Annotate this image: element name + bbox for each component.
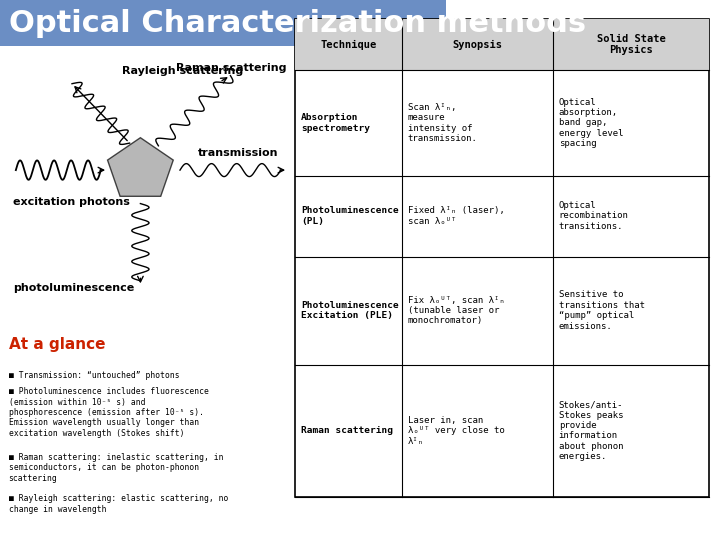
FancyBboxPatch shape xyxy=(295,19,709,497)
Text: Photoluminescence
(PL): Photoluminescence (PL) xyxy=(301,206,399,226)
Text: photoluminescence: photoluminescence xyxy=(13,284,134,294)
Text: ■ Raman scattering: inelastic scattering, in
semiconductors, it can be photon-ph: ■ Raman scattering: inelastic scattering… xyxy=(9,453,223,483)
Text: Fixed λᴵₙ (laser),
scan λₒᵁᵀ: Fixed λᴵₙ (laser), scan λₒᵁᵀ xyxy=(408,206,504,226)
Text: Fix λₒᵁᵀ, scan λᴵₙ
(tunable laser or
monochromator): Fix λₒᵁᵀ, scan λᴵₙ (tunable laser or mon… xyxy=(408,295,504,326)
Text: Synopsis: Synopsis xyxy=(452,39,503,50)
Text: Optical
absorption,
band gap,
energy level
spacing: Optical absorption, band gap, energy lev… xyxy=(559,98,624,148)
Text: transmission: transmission xyxy=(198,148,279,158)
Text: At a glance: At a glance xyxy=(9,338,105,353)
Text: ■ Rayleigh scattering: elastic scattering, no
change in wavelength: ■ Rayleigh scattering: elastic scatterin… xyxy=(9,494,228,514)
Text: Solid State
Physics: Solid State Physics xyxy=(597,33,665,56)
Text: Raman scattering: Raman scattering xyxy=(301,426,393,435)
Text: Laser in, scan
λₒᵁᵀ very close to
λᴵₙ: Laser in, scan λₒᵁᵀ very close to λᴵₙ xyxy=(408,416,504,446)
Text: Raman scattering: Raman scattering xyxy=(176,63,287,73)
Text: Photoluminescence
Excitation (PLE): Photoluminescence Excitation (PLE) xyxy=(301,301,399,320)
Text: excitation photons: excitation photons xyxy=(13,197,130,207)
Text: Sensitive to
transitions that
“pump” optical
emissions.: Sensitive to transitions that “pump” opt… xyxy=(559,291,644,330)
Text: Rayleigh scattering: Rayleigh scattering xyxy=(122,65,243,76)
FancyBboxPatch shape xyxy=(295,19,709,70)
Text: Optical
recombination
transitions.: Optical recombination transitions. xyxy=(559,201,629,231)
Text: ■ Transmission: “untouched” photons: ■ Transmission: “untouched” photons xyxy=(9,371,179,380)
Text: Scan λᴵₙ,
measure
intensity of
transmission.: Scan λᴵₙ, measure intensity of transmiss… xyxy=(408,103,477,143)
Text: Optical Characterization methods: Optical Characterization methods xyxy=(9,9,586,38)
Text: ■ Photoluminescence includes fluorescence
(emission within 10⁻⁵ s) and
phosphore: ■ Photoluminescence includes fluorescenc… xyxy=(9,387,209,438)
Text: Technique: Technique xyxy=(320,39,377,50)
FancyBboxPatch shape xyxy=(0,0,446,46)
Text: Absorption
spectrometry: Absorption spectrometry xyxy=(301,113,370,132)
Polygon shape xyxy=(107,138,174,197)
Text: Stokes/anti-
Stokes peaks
provide
information
about phonon
energies.: Stokes/anti- Stokes peaks provide inform… xyxy=(559,400,624,461)
